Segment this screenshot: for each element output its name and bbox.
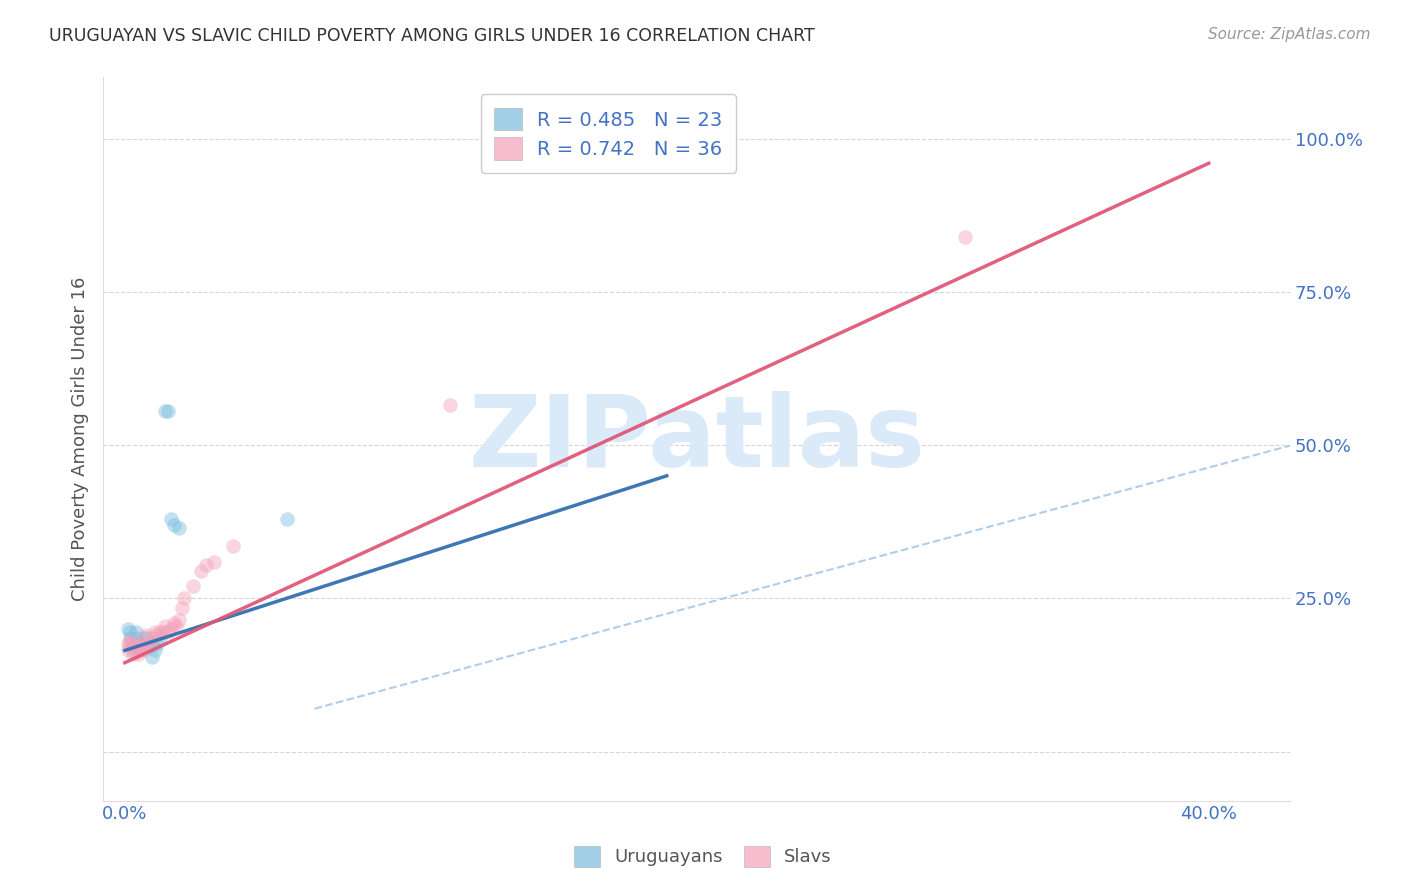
Point <box>222 539 245 553</box>
Point <box>129 637 152 651</box>
Point <box>124 625 146 640</box>
Point <box>127 647 149 661</box>
Point <box>152 625 174 640</box>
Point <box>155 404 177 418</box>
Point <box>167 521 190 535</box>
Point <box>181 579 204 593</box>
Point <box>120 625 142 640</box>
Point <box>160 622 183 636</box>
Point <box>122 643 145 657</box>
Point <box>143 643 166 657</box>
Point <box>135 628 157 642</box>
Point <box>190 564 212 578</box>
Point <box>149 625 172 640</box>
Point <box>162 517 184 532</box>
Point <box>122 647 145 661</box>
Point <box>167 613 190 627</box>
Point <box>195 558 218 572</box>
Point <box>129 643 152 657</box>
Point <box>170 600 193 615</box>
Point <box>276 512 298 526</box>
Point <box>138 637 160 651</box>
Point <box>141 649 163 664</box>
Point <box>120 634 142 648</box>
Point <box>124 631 146 645</box>
Point <box>132 631 155 645</box>
Point <box>149 631 172 645</box>
Text: ZIPatlas: ZIPatlas <box>468 391 925 488</box>
Y-axis label: Child Poverty Among Girls Under 16: Child Poverty Among Girls Under 16 <box>72 277 89 601</box>
Point <box>127 640 149 655</box>
Point <box>124 640 146 655</box>
Point <box>141 637 163 651</box>
Legend: Uruguayans, Slavs: Uruguayans, Slavs <box>567 838 839 874</box>
Point <box>129 637 152 651</box>
Point <box>117 622 139 636</box>
Point <box>157 404 180 418</box>
Point <box>165 619 187 633</box>
Point <box>173 591 195 606</box>
Point <box>132 640 155 655</box>
Point <box>122 637 145 651</box>
Point <box>135 631 157 645</box>
Point <box>439 398 461 412</box>
Point <box>146 637 169 651</box>
Point <box>132 643 155 657</box>
Text: Source: ZipAtlas.com: Source: ZipAtlas.com <box>1208 27 1371 42</box>
Point <box>120 631 142 645</box>
Point <box>202 555 225 569</box>
Point <box>160 512 183 526</box>
Point <box>117 637 139 651</box>
Point <box>138 640 160 655</box>
Point <box>143 625 166 640</box>
Point <box>141 631 163 645</box>
Point <box>155 619 177 633</box>
Point <box>127 637 149 651</box>
Point <box>122 640 145 655</box>
Text: URUGUAYAN VS SLAVIC CHILD POVERTY AMONG GIRLS UNDER 16 CORRELATION CHART: URUGUAYAN VS SLAVIC CHILD POVERTY AMONG … <box>49 27 815 45</box>
Point <box>124 637 146 651</box>
Point <box>953 229 976 244</box>
Point <box>162 615 184 630</box>
Point <box>120 637 142 651</box>
Point <box>157 625 180 640</box>
Point <box>117 643 139 657</box>
Legend: R = 0.485   N = 23, R = 0.742   N = 36: R = 0.485 N = 23, R = 0.742 N = 36 <box>481 95 735 173</box>
Point <box>146 628 169 642</box>
